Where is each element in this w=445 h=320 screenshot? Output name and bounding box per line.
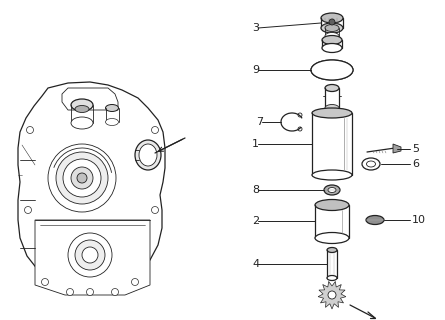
Polygon shape [18,82,165,289]
Ellipse shape [322,44,342,52]
Ellipse shape [71,167,93,189]
Ellipse shape [325,84,339,92]
Ellipse shape [328,188,336,193]
Ellipse shape [56,152,108,204]
Ellipse shape [329,19,335,25]
Ellipse shape [75,106,89,113]
Polygon shape [35,220,150,295]
Ellipse shape [298,113,302,117]
Text: 1: 1 [252,139,259,149]
Ellipse shape [82,247,98,263]
Text: 2: 2 [252,216,259,226]
Ellipse shape [321,23,343,33]
Ellipse shape [151,206,158,213]
Ellipse shape [367,161,376,167]
Ellipse shape [312,170,352,180]
Ellipse shape [298,127,302,131]
Ellipse shape [68,233,112,277]
Ellipse shape [312,108,352,118]
Ellipse shape [41,137,123,219]
Ellipse shape [325,25,339,31]
Ellipse shape [325,105,339,111]
Ellipse shape [317,63,347,77]
Ellipse shape [366,215,384,225]
Ellipse shape [112,289,118,295]
Text: 5: 5 [412,144,419,154]
Ellipse shape [63,159,101,197]
Ellipse shape [86,289,93,295]
Ellipse shape [311,60,353,80]
Ellipse shape [139,144,157,166]
Ellipse shape [105,105,118,111]
Text: 10: 10 [412,215,426,225]
Ellipse shape [362,158,380,170]
Ellipse shape [322,36,342,44]
Ellipse shape [321,13,343,23]
Ellipse shape [315,233,349,244]
Ellipse shape [151,126,158,133]
Ellipse shape [24,206,32,213]
Ellipse shape [135,140,161,170]
Ellipse shape [132,278,138,285]
Ellipse shape [325,33,339,39]
Polygon shape [62,88,118,110]
Ellipse shape [48,144,116,212]
Ellipse shape [77,173,87,183]
Polygon shape [393,144,401,153]
Ellipse shape [27,126,33,133]
Ellipse shape [66,289,73,295]
Text: 3: 3 [252,23,259,33]
Ellipse shape [315,199,349,211]
Ellipse shape [328,291,336,299]
Text: 7: 7 [256,117,263,127]
Text: 4: 4 [252,259,259,269]
Ellipse shape [105,118,118,125]
Ellipse shape [327,247,337,252]
Ellipse shape [75,240,105,270]
Ellipse shape [61,226,119,284]
Text: 6: 6 [412,159,419,169]
Text: 8: 8 [252,185,259,195]
Ellipse shape [311,60,353,80]
Ellipse shape [71,117,93,129]
Ellipse shape [324,185,340,195]
Text: 9: 9 [252,65,259,75]
Ellipse shape [41,278,49,285]
Ellipse shape [71,99,93,111]
Polygon shape [318,281,346,309]
Ellipse shape [327,276,337,281]
